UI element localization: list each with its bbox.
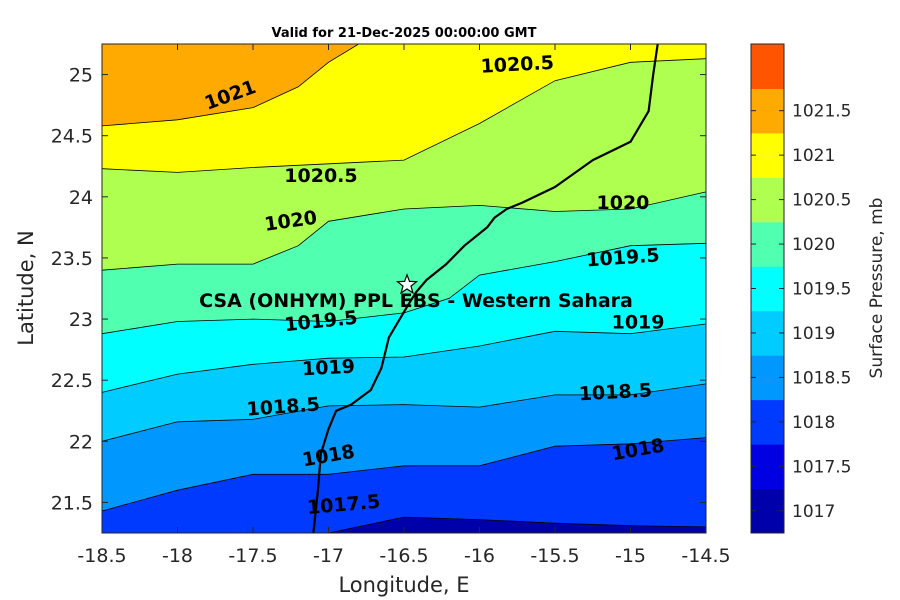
contour-lines <box>102 44 706 533</box>
colorbar-tick-label: 1018 <box>792 413 835 433</box>
colorbar-swatch <box>751 88 784 134</box>
contour-label: 1020.5 <box>284 165 357 187</box>
band-fill-1021 <box>102 44 359 126</box>
y-tick-label: 22 <box>69 431 93 453</box>
contour-line-1019.5 <box>102 242 706 335</box>
x-tick-label: -15 <box>615 545 646 567</box>
contour-line-1019 <box>102 323 706 393</box>
colorbar-swatch <box>751 132 784 178</box>
y-tick-label: 24.5 <box>51 126 93 148</box>
contour-line-1017.5 <box>328 516 706 533</box>
x-tick-label: -14.5 <box>681 545 730 567</box>
colorbar-swatch <box>751 177 784 223</box>
chart-title: Valid for 21-Dec-2025 00:00:00 GMT <box>272 26 537 41</box>
contour-label: 1018.5 <box>578 380 652 406</box>
x-tick-label: -17.5 <box>228 545 277 567</box>
colorbar-swatch <box>751 444 784 490</box>
colorbar-tick-label: 1018.5 <box>792 368 851 388</box>
y-tick-label: 23 <box>69 309 93 331</box>
colorbar-tick-label: 1017.5 <box>792 457 851 477</box>
x-tick-label: -18.5 <box>77 545 126 567</box>
colorbar-tick-label: 1019 <box>792 324 835 344</box>
y-tick-label: 24 <box>69 187 93 209</box>
site-label: CSA (ONHYM) PPL EBS - Western Sahara <box>199 290 633 312</box>
coastline-path <box>312 44 659 533</box>
colorbar-swatch <box>751 266 784 312</box>
colorbar-swatch <box>751 399 784 445</box>
y-tick-label: 21.5 <box>51 492 93 514</box>
site-star-icon <box>395 273 419 295</box>
contour-line-1020 <box>102 191 706 271</box>
colorbar-swatch <box>751 355 784 401</box>
y-axis-label: Latitude, N <box>14 230 38 346</box>
x-tick-label: -16.5 <box>379 545 428 567</box>
colorbar-tick-label: 1019.5 <box>792 280 851 300</box>
colorbar-tick-label: 1020 <box>792 235 835 255</box>
y-tick-label: 23.5 <box>51 248 93 270</box>
x-tick-label: -18 <box>162 545 193 567</box>
contour-label: 1019 <box>302 356 356 381</box>
contour-label: 1018.5 <box>246 394 321 421</box>
y-tick-label: 22.5 <box>51 370 93 392</box>
x-axis-ticks: -18.5 -18 -17.5 -17 -16.5 -16 -15.5 -15 -14.5 <box>77 44 731 567</box>
colorbar-label: Surface Pressure, mb <box>867 198 887 379</box>
colorbar-tick-label: 1021.5 <box>792 102 851 122</box>
contour-label: 1020 <box>597 192 650 214</box>
colorbar-swatch <box>751 44 784 89</box>
contour-label: 1019 <box>612 312 665 334</box>
contour-line-1018.5 <box>102 383 706 442</box>
coastline <box>312 44 659 533</box>
contour-line-1018 <box>102 437 706 512</box>
colorbar-tick-label: 1020.5 <box>792 191 851 211</box>
colorbar-tick-label: 1017 <box>792 502 835 522</box>
x-axis-label: Longitude, E <box>338 573 469 597</box>
x-tick-label: -15.5 <box>530 545 579 567</box>
colorbar-swatch <box>751 310 784 356</box>
colorbar-swatch <box>751 221 784 267</box>
site-marker-group: CSA (ONHYM) PPL EBS - Western Sahara <box>199 273 633 312</box>
colorbar-tick-label: 1021 <box>792 146 835 166</box>
contour-line-1020.5 <box>102 58 706 173</box>
contour-label: 1020.5 <box>480 52 554 78</box>
y-tick-label: 25 <box>69 65 93 87</box>
x-tick-label: -16 <box>464 545 495 567</box>
x-tick-label: -17 <box>313 545 344 567</box>
contour-line-1021 <box>102 44 359 127</box>
colorbar-swatch <box>751 488 784 534</box>
colorbar: 1017 1017.5 1018 1018.5 1019 1019.5 1020 1020.5… <box>750 43 851 534</box>
y-axis-ticks: 21.5 22 22.5 23 23.5 24 24.5 25 <box>51 65 706 514</box>
contour-label: 1019.5 <box>586 244 661 271</box>
